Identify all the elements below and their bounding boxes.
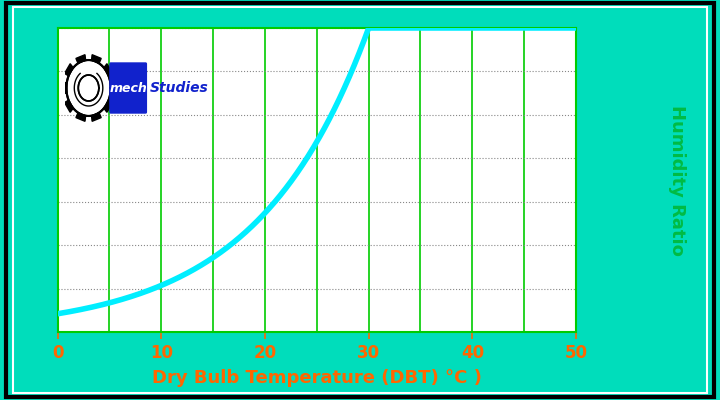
Polygon shape [104,64,112,76]
Polygon shape [91,113,102,121]
Circle shape [66,60,111,116]
X-axis label: Dry Bulb Temperature (DBT) °C ): Dry Bulb Temperature (DBT) °C ) [152,369,482,387]
Polygon shape [76,55,86,63]
Text: mech: mech [109,82,147,94]
FancyBboxPatch shape [110,63,146,113]
Polygon shape [110,82,114,94]
Polygon shape [63,82,67,94]
Text: Studies: Studies [150,81,208,95]
Polygon shape [76,113,86,121]
Text: Humidity Ratio: Humidity Ratio [668,104,685,256]
Polygon shape [65,64,73,76]
Polygon shape [104,100,112,112]
Polygon shape [65,100,73,112]
Polygon shape [91,55,102,63]
